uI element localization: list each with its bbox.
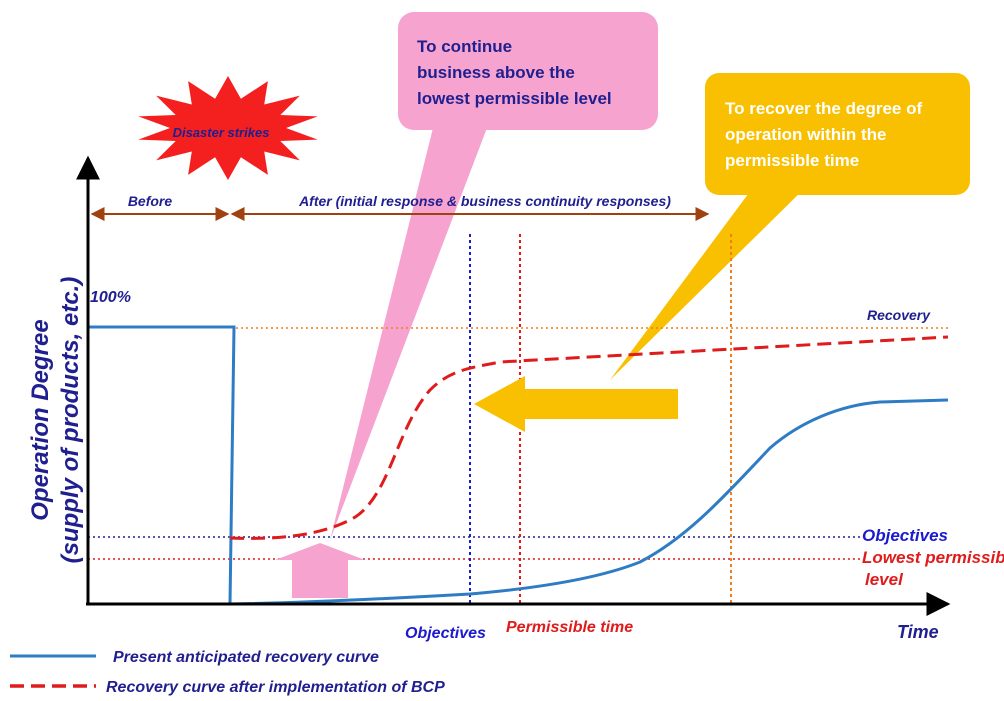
disaster-label: Disaster strikes xyxy=(173,125,270,140)
yellow-callout-text: To recover the degree of operation withi… xyxy=(725,99,927,170)
objectives-time-label: Objectives xyxy=(405,625,486,642)
disaster-starburst: Disaster strikes xyxy=(138,76,318,180)
yellow-callout: To recover the degree of operation withi… xyxy=(610,73,970,380)
yellow-shift-arrow xyxy=(474,376,678,432)
pink-callout-text: To continue business above the lowest pe… xyxy=(417,37,612,108)
pink-callout-box xyxy=(398,12,658,130)
permissible-time-label: Permissible time xyxy=(506,619,633,636)
pink-callout-line-1: To continue xyxy=(417,37,512,56)
pink-up-arrow xyxy=(275,543,365,598)
phase-arrows: Before After (initial response & busines… xyxy=(90,193,710,221)
y-axis-title: Operation Degree (supply of products, et… xyxy=(27,277,84,564)
after-label: After (initial response & business conti… xyxy=(298,193,671,209)
lowest-level-label-1: Lowest permissible xyxy=(862,548,1004,567)
recovery-label: Recovery xyxy=(867,307,931,323)
y-axis-title-line-2: (supply of products, etc.) xyxy=(57,277,84,564)
lowest-level-label-2: level xyxy=(865,570,904,589)
objectives-level-label: Objectives xyxy=(862,526,948,545)
y-axis-title-line-1: Operation Degree xyxy=(27,319,54,520)
legend-bcp-label: Recovery curve after implementation of B… xyxy=(106,679,445,696)
yellow-callout-line-2: operation within the xyxy=(725,125,887,144)
present-recovery-curve xyxy=(88,325,949,606)
yellow-callout-line-3: permissible time xyxy=(725,151,859,170)
pink-callout: To continue business above the lowest pe… xyxy=(330,12,658,540)
reference-lines xyxy=(88,327,948,560)
level-100-label: 100% xyxy=(90,289,131,306)
starburst-icon xyxy=(138,76,318,180)
time-markers xyxy=(469,234,732,604)
pink-callout-line-3: lowest permissible level xyxy=(417,89,612,108)
pink-callout-pointer xyxy=(330,120,490,540)
yellow-callout-pointer xyxy=(610,178,815,380)
bcp-recovery-curve xyxy=(229,335,949,540)
yellow-callout-line-1: To recover the degree of xyxy=(725,99,922,118)
before-label: Before xyxy=(128,193,173,209)
pink-callout-line-2: business above the xyxy=(417,63,575,82)
time-axis-label: Time xyxy=(897,622,939,642)
legend: Present anticipated recovery curve Recov… xyxy=(10,649,445,696)
yellow-callout-box xyxy=(705,73,970,195)
legend-present-label: Present anticipated recovery curve xyxy=(113,649,379,666)
